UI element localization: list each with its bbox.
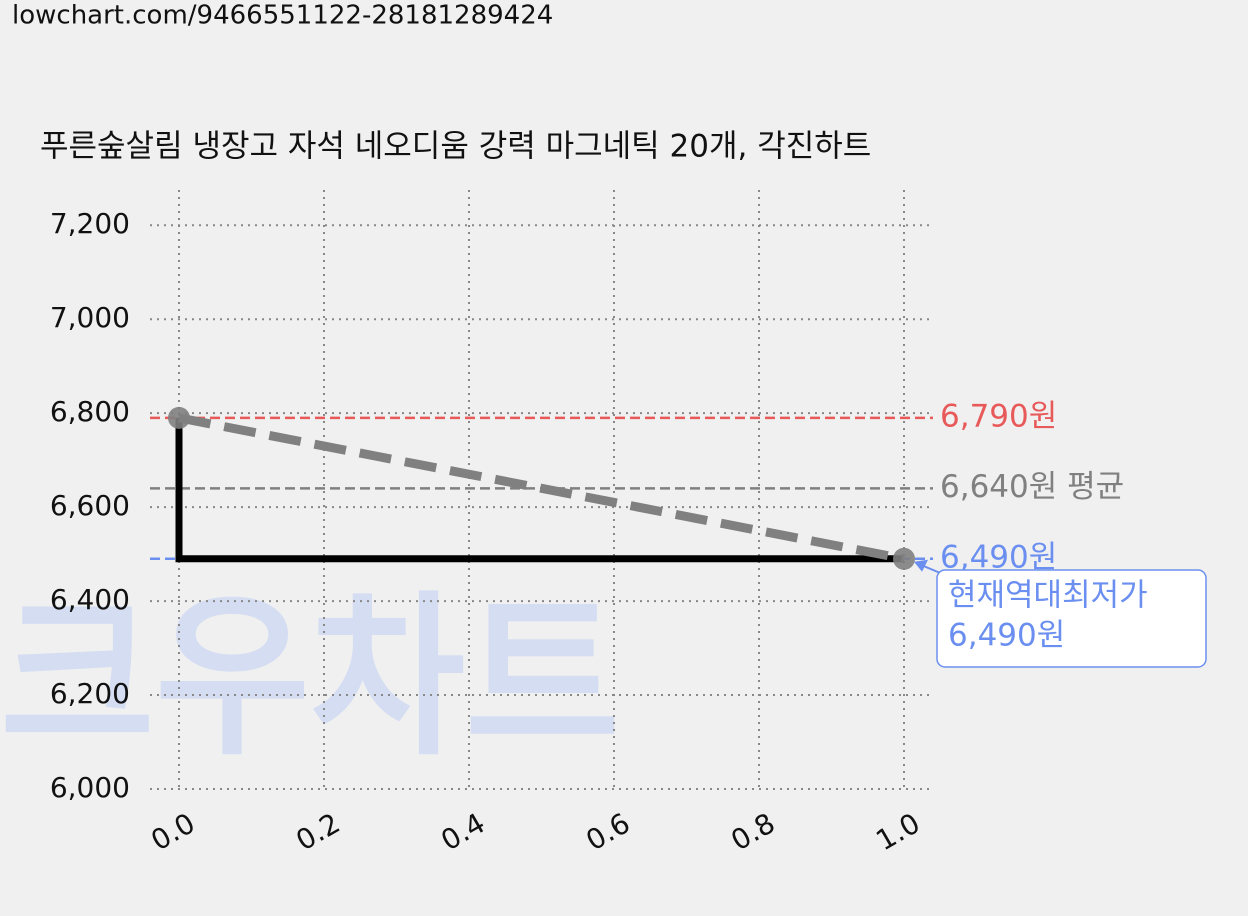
reference-label: 6,790원: [940, 398, 1057, 434]
watermark: 크우차트: [0, 577, 620, 780]
annotation-text: 6,490원: [948, 618, 1065, 654]
chart-title: 푸른숲살림 냉장고 자석 네오디움 강력 마그네틱 20개, 각진하트: [40, 129, 871, 165]
y-tick-label: 6,600: [50, 489, 130, 522]
url: lowchart.com/9466551122-28181289424: [12, 1, 553, 31]
point: [168, 406, 190, 429]
series-line: [175, 417, 904, 563]
point: [893, 547, 915, 570]
x-tick-label: 0.0: [145, 806, 200, 857]
reference-label: 6,640원 평균: [940, 469, 1124, 505]
x-tick-label: 0.6: [580, 806, 635, 857]
annotation-box: [936, 569, 1207, 668]
y-tick-label: 6,400: [50, 583, 130, 616]
annotation-arrowhead: [914, 559, 928, 572]
series-line: [178, 413, 905, 564]
y-tick-label: 6,000: [50, 771, 130, 804]
x-tick-label: 0.2: [290, 806, 345, 857]
y-tick-label: 6,200: [50, 677, 130, 710]
y-tick-label: 7,200: [50, 207, 130, 240]
x-tick-label: 0.8: [725, 806, 780, 857]
x-tick-label: 0.4: [435, 806, 490, 857]
x-tick-label: 1.0: [870, 806, 925, 857]
annotation-text: 현재역대최저가: [948, 578, 1148, 614]
y-tick-label: 7,000: [50, 301, 130, 334]
y-tick-label: 6,800: [50, 395, 130, 428]
